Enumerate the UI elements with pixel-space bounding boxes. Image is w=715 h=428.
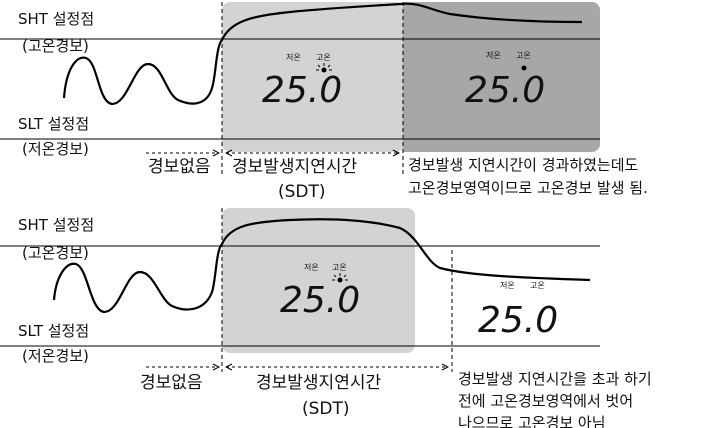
low-temp-indicator: 저온 [304,263,319,272]
controller-display: 저온 고온 25.0 [478,281,558,341]
controller-display: 저온 고온 25.0 [465,51,545,111]
blink-icon [332,273,348,281]
sdt-label: 경보발생지연시간 [232,157,357,177]
temperature-readout: 25.0 [262,70,342,111]
high-alarm-dot [321,67,327,73]
top-panel: SHT 설정점 (고온경보) SLT 설정점 (저온경보) 경보없음 경보발생지… [0,2,648,202]
low-temp-indicator: 저온 [286,53,301,62]
high-temp-indicator: 고온 [530,281,545,290]
no-alarm-label: 경보없음 [148,157,211,177]
temperature-readout: 25.0 [478,300,558,341]
sht-label: SHT 설정점 [18,10,94,28]
high-temp-indicator: 고온 [332,263,347,272]
temperature-curve [52,218,591,314]
no-alarm-label: 경보없음 [140,373,203,393]
high-temp-indicator: 고온 [316,53,331,62]
high-temp-indicator: 고온 [516,51,531,60]
controller-display: 저온 고온 25.0 [262,53,342,111]
temperature-readout: 25.0 [280,280,360,321]
alarm-note-line3: 나으므로 고온경보 아님 [458,414,606,428]
temperature-curve [62,2,583,106]
high-alarm-dot [521,65,527,71]
controller-display: 저온 고온 25.0 [280,263,360,321]
temperature-readout: 25.0 [465,70,545,111]
bottom-panel: SHT 설정점 (고온경보) SLT 설정점 (저온경보) 경보없음 경보발생지… [0,208,652,428]
sht-sublabel: (고온경보) [22,244,89,262]
sdt-sublabel: (SDT) [278,182,326,202]
high-alarm-dot [337,277,343,283]
sht-label: SHT 설정점 [18,216,94,234]
alarm-note-line1: 경보발생 지연시간을 초과 하기 [458,370,652,388]
slt-sublabel: (저온경보) [22,347,89,365]
low-temp-indicator: 저온 [500,281,515,290]
low-temp-indicator: 저온 [486,51,501,60]
blink-icon [316,63,332,71]
slt-label: SLT 설정점 [18,115,89,133]
alarm-note-line2: 전에 고온경보영역에서 벗어 [458,392,633,410]
alarm-note-line1: 경보발생 지연시간이 경과하였는데도 [408,156,639,174]
slt-sublabel: (저온경보) [22,140,89,158]
sdt-sublabel: (SDT) [302,399,350,419]
alarm-note-line2: 고온경보영역이므로 고온경보 발생 됨. [408,179,648,197]
sht-sublabel: (고온경보) [22,37,89,55]
sdt-shade-region [222,208,415,353]
slt-label: SLT 설정점 [18,322,89,340]
sdt-label: 경보발생지연시간 [256,373,381,393]
